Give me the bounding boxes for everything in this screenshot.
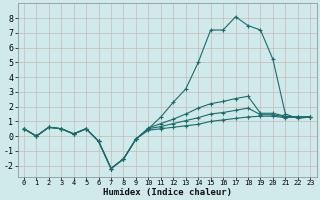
X-axis label: Humidex (Indice chaleur): Humidex (Indice chaleur) xyxy=(103,188,232,197)
